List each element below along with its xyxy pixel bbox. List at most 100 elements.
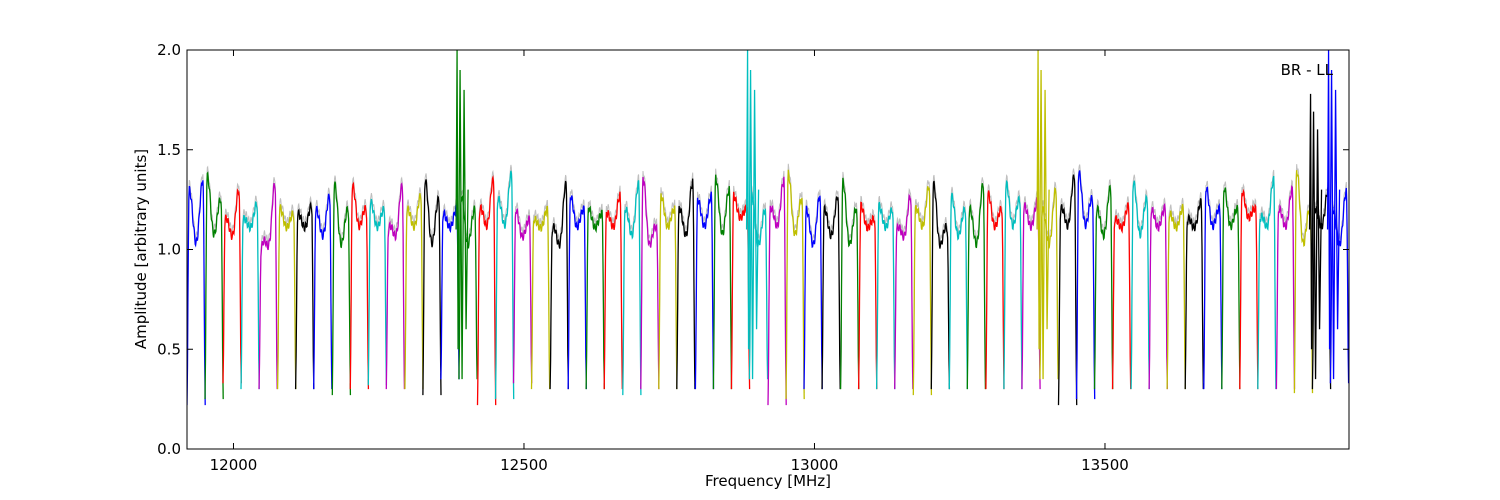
channel-shadow-trace — [313, 187, 333, 384]
channel-shadow-trace — [803, 189, 823, 384]
channel-shadow-trace — [495, 164, 515, 394]
channel-trace-12 — [404, 193, 424, 390]
channel-shadow-trace — [1239, 183, 1259, 384]
channel-shadow-trace — [948, 186, 968, 384]
channel-trace-42 — [948, 192, 969, 390]
channel-shadow-trace — [222, 182, 242, 378]
channel-trace-44 — [985, 190, 1005, 390]
x-tick-label: 12000 — [210, 456, 258, 474]
x-tick-label: 13000 — [791, 456, 839, 474]
channel-shadow-trace — [385, 176, 405, 384]
channel-shadow-trace — [277, 198, 297, 384]
channel-trace-59 — [1257, 175, 1277, 390]
rfi-spike-63 — [1326, 50, 1341, 380]
x-tick-label: 13500 — [1081, 456, 1129, 474]
channel-trace-23 — [603, 191, 623, 390]
channel-shadow-trace — [549, 174, 569, 384]
channel-shadow-trace — [1039, 181, 1059, 374]
channel-trace-19 — [530, 205, 551, 390]
channel-shadow-trace — [1184, 192, 1204, 384]
channel-trace-58 — [1239, 188, 1259, 390]
channel-trace-48 — [1057, 174, 1078, 406]
channel-trace-49 — [1075, 170, 1096, 400]
channel-trace-57 — [1221, 187, 1241, 390]
channel-trace-47 — [1039, 186, 1059, 380]
y-axis-label: Amplitude [arbitrary units] — [132, 149, 150, 349]
channel-trace-36 — [839, 177, 860, 390]
y-tick-label: 0.5 — [157, 340, 181, 358]
channel-trace-5 — [276, 204, 297, 390]
channel-trace-6 — [294, 200, 315, 390]
channel-shadow-trace — [513, 202, 533, 378]
channel-trace-63 — [1329, 187, 1349, 384]
channel-trace-45 — [1003, 179, 1023, 390]
channel-shadow-trace — [767, 170, 787, 400]
channel-trace-40 — [912, 186, 933, 396]
channel-trace-3 — [240, 201, 260, 390]
channel-trace-4 — [258, 182, 278, 390]
channel-trace-22 — [585, 205, 605, 390]
y-tick-label: 0.0 — [157, 440, 181, 458]
channel-shadow-trace — [187, 174, 206, 400]
channel-trace-39 — [894, 193, 914, 390]
rfi-spike-62 — [1308, 93, 1323, 380]
channel-shadow-trace — [1058, 168, 1078, 400]
channel-trace-52 — [1130, 180, 1150, 390]
channel-shadow-trace — [1257, 169, 1277, 384]
channel-shadow-trace — [640, 170, 660, 384]
channel-trace-60 — [1275, 184, 1296, 390]
channel-trace-43 — [966, 183, 987, 390]
channel-trace-15 — [458, 194, 478, 380]
channel-trace-11 — [385, 182, 406, 390]
channel-trace-50 — [1093, 184, 1114, 390]
channel-shadow-trace — [585, 199, 605, 384]
channel-trace-28 — [694, 191, 715, 390]
channel-shadow-trace — [876, 195, 896, 384]
channel-shadow-trace — [694, 185, 714, 384]
channel-shadow-trace — [295, 195, 315, 384]
channel-shadow-trace — [1076, 164, 1096, 394]
channel-trace-34 — [803, 195, 823, 390]
channel-shadow-trace — [985, 184, 1005, 384]
channel-trace-26 — [658, 193, 678, 390]
channel-shadow-trace — [712, 168, 732, 384]
channel-trace-8 — [331, 181, 352, 396]
rfi-spike-15 — [455, 50, 469, 380]
channel-trace-51 — [1111, 202, 1132, 390]
y-tick-label: 1.0 — [157, 241, 181, 259]
channel-trace-13 — [422, 179, 442, 396]
channel-shadow-trace — [821, 190, 841, 384]
channel-shadow-trace — [1221, 181, 1241, 384]
channel-trace-17 — [494, 170, 515, 400]
channel-shadow-trace — [658, 187, 678, 384]
channel-shadow-trace — [1112, 196, 1132, 384]
y-tick-label: 1.5 — [157, 141, 181, 159]
channel-shadow-trace — [349, 176, 369, 384]
channel-trace-35 — [821, 196, 841, 390]
channel-trace-16 — [476, 174, 497, 406]
rfi-spike-47 — [1036, 50, 1050, 380]
channel-trace-25 — [640, 176, 660, 390]
channel-shadow-trace — [422, 173, 442, 390]
channel-shadow-trace — [531, 199, 551, 384]
channel-shadow-trace — [204, 165, 224, 394]
channel-trace-53 — [1148, 202, 1168, 390]
channel-shadow-trace — [1166, 197, 1186, 384]
baseline-annotation: BR - LL — [1281, 61, 1334, 79]
channel-trace-55 — [1184, 198, 1204, 390]
channel-trace-18 — [512, 208, 533, 384]
channel-shadow-trace — [676, 172, 696, 384]
channel-shadow-trace — [404, 187, 424, 384]
channel-trace-7 — [313, 193, 333, 390]
channel-trace-33 — [785, 169, 805, 400]
channel-trace-38 — [875, 201, 896, 390]
channel-trace-29 — [712, 174, 733, 390]
channel-trace-32 — [767, 176, 787, 406]
channel-shadow-trace — [567, 189, 587, 384]
channel-shadow-trace — [912, 180, 932, 390]
channel-shadow-trace — [367, 193, 387, 380]
channel-trace-37 — [857, 201, 878, 390]
channel-trace-0 — [187, 180, 206, 406]
channel-trace-41 — [930, 180, 951, 390]
